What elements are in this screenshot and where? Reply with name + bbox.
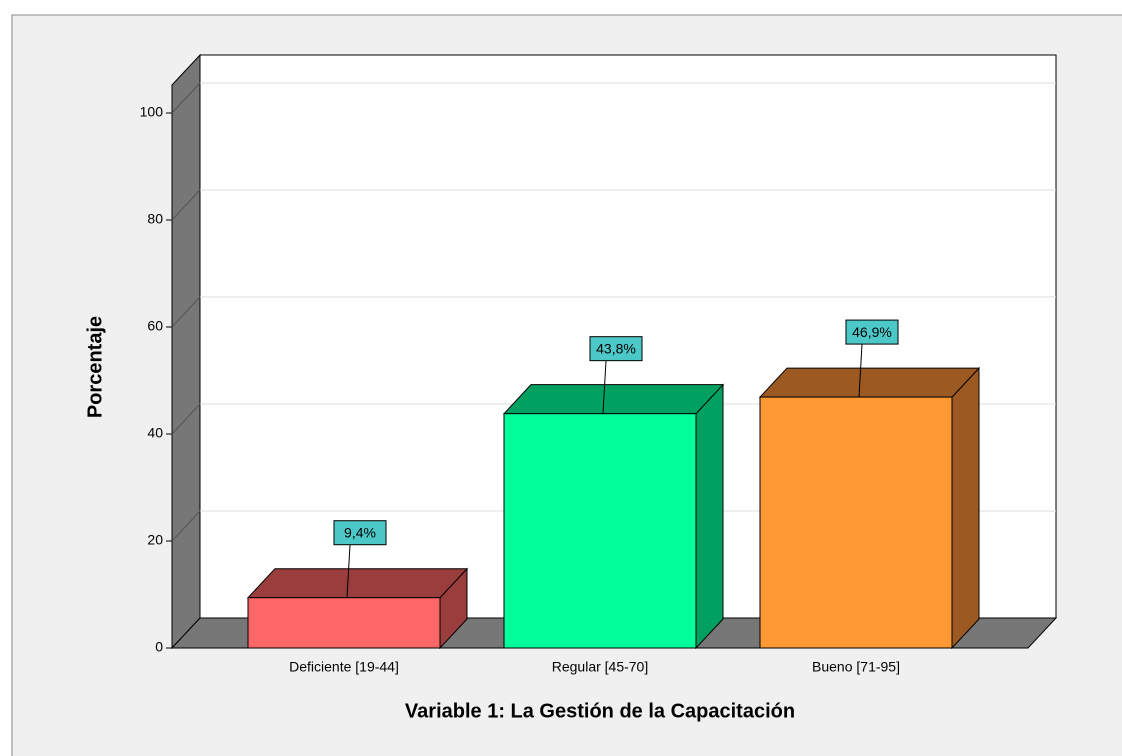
grid-line [171, 82, 201, 114]
y-tick-label: 100 [140, 104, 164, 120]
value-label-box [845, 319, 899, 345]
bar [503, 413, 697, 649]
bar-top [246, 568, 469, 599]
bar [247, 597, 441, 649]
label-leader [602, 360, 607, 414]
x-axis-label: Variable 1: La Gestión de la Capacitació… [405, 700, 795, 722]
y-tick-label: 40 [147, 425, 163, 441]
grid-line [171, 403, 201, 435]
grid-line [171, 189, 201, 221]
value-label: 9,4% [344, 524, 376, 540]
y-tick-label: 80 [147, 211, 163, 227]
bar [759, 396, 953, 649]
bar-top [502, 384, 725, 415]
y-tick-label: 60 [147, 318, 163, 334]
x-tick-label: Regular [45-70] [552, 659, 649, 675]
value-label-box [333, 520, 387, 546]
value-label: 46,9% [852, 324, 892, 340]
bar-side [695, 383, 724, 650]
left-wall [171, 53, 201, 650]
y-tick-label: 20 [147, 532, 163, 548]
y-tick-label: 0 [155, 639, 163, 655]
label-leader [858, 344, 863, 398]
value-label: 43,8% [596, 340, 636, 356]
x-tick-label: Bueno [71-95] [812, 659, 900, 675]
value-label-box [589, 336, 643, 362]
x-tick-label: Deficiente [19-44] [289, 659, 399, 675]
bar-top [758, 367, 981, 398]
grid-line [171, 296, 201, 328]
y-axis-label: Porcentaje [84, 316, 106, 418]
label-leader [346, 544, 351, 598]
bar-side [951, 366, 980, 650]
grid-line [171, 510, 201, 542]
